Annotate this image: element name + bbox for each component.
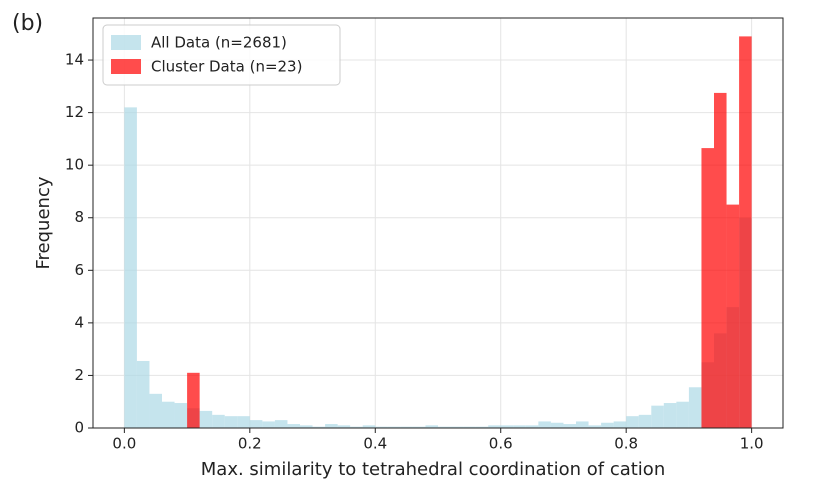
y-tick-label: 8	[74, 208, 84, 226]
bar	[362, 425, 376, 428]
bar	[300, 425, 313, 428]
y-tick-label: 2	[74, 366, 84, 384]
bar	[287, 424, 300, 428]
bar	[651, 405, 664, 428]
bar	[337, 425, 351, 428]
bar	[538, 421, 551, 428]
bar	[550, 422, 564, 428]
bar	[688, 387, 702, 428]
bar	[588, 425, 602, 428]
legend-swatch	[111, 59, 141, 74]
bar	[613, 421, 627, 428]
bar	[714, 92, 727, 429]
bar	[199, 410, 213, 428]
legend-box	[102, 24, 341, 86]
y-tick-label: 4	[74, 313, 84, 331]
legend-label: All Data (n=2681)	[151, 34, 287, 52]
y-tick-label: 12	[65, 103, 84, 121]
bar	[375, 426, 388, 428]
bar	[576, 421, 589, 428]
panel-label: (b)	[12, 11, 43, 36]
bar	[350, 426, 363, 428]
bar	[488, 425, 501, 428]
bar	[325, 424, 338, 428]
bar	[162, 401, 175, 428]
bar	[212, 414, 225, 428]
bar	[224, 416, 238, 428]
bar	[312, 426, 326, 428]
bar	[136, 360, 150, 428]
bar	[626, 416, 639, 428]
y-tick-label: 10	[65, 156, 84, 174]
bar	[513, 425, 526, 428]
bar	[425, 425, 438, 428]
bar	[187, 372, 200, 428]
y-tick-label: 6	[74, 261, 84, 279]
bar	[237, 416, 250, 428]
bar	[676, 401, 689, 428]
bar	[601, 422, 614, 428]
bar	[124, 107, 137, 428]
bar	[262, 421, 275, 428]
bar	[450, 426, 464, 428]
bar	[500, 425, 514, 428]
bar	[739, 36, 752, 429]
bar	[638, 414, 652, 428]
bar	[475, 426, 489, 428]
bar	[174, 403, 188, 428]
bar	[412, 426, 426, 428]
bar	[525, 425, 539, 428]
bar	[249, 420, 263, 428]
x-tick-label: 0.2	[238, 435, 262, 453]
plot-frame	[92, 17, 784, 429]
bar	[274, 420, 288, 428]
bar	[438, 426, 451, 428]
bar	[663, 403, 677, 428]
x-tick-label: 0.0	[112, 435, 136, 453]
bar	[387, 426, 401, 428]
legend-swatch	[111, 35, 141, 50]
x-tick-label: 0.8	[614, 435, 638, 453]
bar	[726, 204, 740, 428]
x-tick-label: 0.6	[489, 435, 513, 453]
bar	[149, 393, 162, 428]
bar	[701, 148, 714, 428]
bar	[400, 426, 413, 428]
y-axis-label: Frequency	[33, 176, 54, 269]
y-tick-label: 14	[65, 51, 84, 69]
x-tick-label: 0.4	[363, 435, 387, 453]
bar	[463, 426, 476, 428]
x-axis-label: Max. similarity to tetrahedral coordinat…	[201, 459, 665, 480]
bar	[563, 424, 576, 428]
legend-label: Cluster Data (n=23)	[151, 58, 302, 76]
x-tick-label: 1.0	[740, 435, 764, 453]
y-tick-label: 0	[74, 419, 84, 437]
legend: All Data (n=2681) Cluster Data (n=23)	[102, 24, 341, 86]
